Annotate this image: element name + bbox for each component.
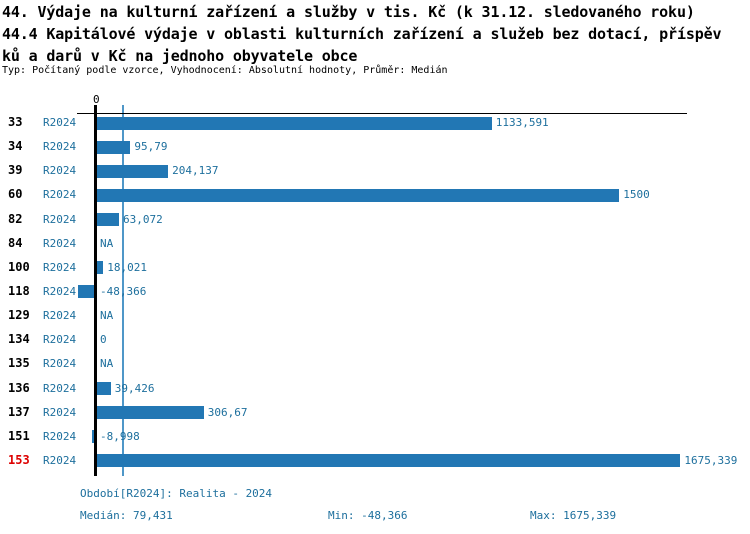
bar-value-label-39: 204,137 (172, 164, 219, 178)
bar-39 (97, 164, 169, 178)
max-stat: Max: 1675,339 (530, 509, 617, 522)
x-axis-line (77, 113, 687, 114)
row-period-34: R2024 (43, 140, 77, 154)
bar-value-label-134: 0 (100, 333, 107, 347)
indicator-meta-line: Typ: Počítaný podle vzorce, Vyhodnocení:… (2, 65, 448, 76)
row-period-129: R2024 (43, 309, 77, 323)
row-id-100: 100 (8, 259, 30, 274)
bar-value-label-84: NA (100, 236, 114, 250)
row-period-153: R2024 (43, 453, 77, 467)
bar-value-label-129: NA (100, 309, 114, 323)
row-id-39: 39 (8, 163, 23, 178)
bar-value-label-60: 1500 (623, 188, 650, 202)
zero-axis-tick-label: 0 (93, 93, 100, 106)
row-id-136: 136 (8, 380, 30, 395)
bar-137 (97, 406, 204, 420)
row-period-118: R2024 (43, 284, 77, 298)
row-period-84: R2024 (43, 236, 77, 250)
row-id-151: 151 (8, 428, 30, 443)
bar-value-label-34: 95,79 (134, 140, 168, 154)
bar-value-label-118: -48,366 (100, 284, 147, 298)
row-id-134: 134 (8, 332, 30, 347)
bar-33 (97, 116, 492, 130)
row-period-60: R2024 (43, 188, 77, 202)
bar-value-label-33: 1133,591 (495, 116, 549, 129)
bar-34 (97, 140, 131, 154)
row-period-151: R2024 (43, 429, 77, 443)
row-period-82: R2024 (43, 212, 77, 226)
row-id-153: 153 (8, 452, 30, 467)
bar-value-label-136: 39,426 (114, 381, 155, 395)
median-stat: Medián: 79,431 (80, 509, 173, 522)
row-period-135: R2024 (43, 357, 77, 371)
bar-value-label-100: 18,021 (107, 260, 148, 274)
row-period-134: R2024 (43, 333, 77, 347)
zero-baseline (94, 105, 97, 476)
min-stat: Min: -48,366 (328, 509, 408, 522)
median-reference-line (122, 105, 124, 476)
bar-82 (97, 213, 119, 227)
period-legend: Období[R2024]: Realita - 2024 (80, 487, 273, 500)
bar-151 (91, 430, 95, 444)
bar-118 (78, 285, 95, 299)
bar-100 (97, 261, 104, 275)
row-period-39: R2024 (43, 164, 77, 178)
row-id-34: 34 (8, 139, 23, 154)
row-period-136: R2024 (43, 381, 77, 395)
row-id-84: 84 (8, 235, 23, 250)
bar-153 (97, 454, 681, 468)
row-id-82: 82 (8, 211, 23, 226)
page-title: 44. Výdaje na kulturní zařízení a služby… (2, 3, 695, 21)
row-id-33: 33 (8, 115, 23, 129)
row-period-33: R2024 (43, 116, 77, 129)
bar-60 (97, 188, 620, 202)
bar-value-label-82: 63,072 (122, 212, 163, 226)
bar-value-label-137: 306,67 (207, 405, 248, 419)
row-period-100: R2024 (43, 260, 77, 274)
bar-value-label-135: NA (100, 357, 114, 371)
page-subtitle-line-2: ků a darů v Kč na jednoho obyvatele obce (2, 47, 358, 65)
row-id-137: 137 (8, 404, 30, 419)
bar-value-label-151: -8,998 (100, 429, 140, 443)
row-id-118: 118 (8, 283, 30, 298)
page-subtitle-line-1: 44.4 Kapitálové výdaje v oblasti kulturn… (2, 25, 722, 43)
bar-136 (97, 382, 111, 396)
row-id-60: 60 (8, 187, 23, 202)
row-id-129: 129 (8, 308, 30, 323)
bar-value-label-153: 1675,339 (684, 453, 738, 467)
row-id-135: 135 (8, 356, 30, 371)
row-period-137: R2024 (43, 405, 77, 419)
